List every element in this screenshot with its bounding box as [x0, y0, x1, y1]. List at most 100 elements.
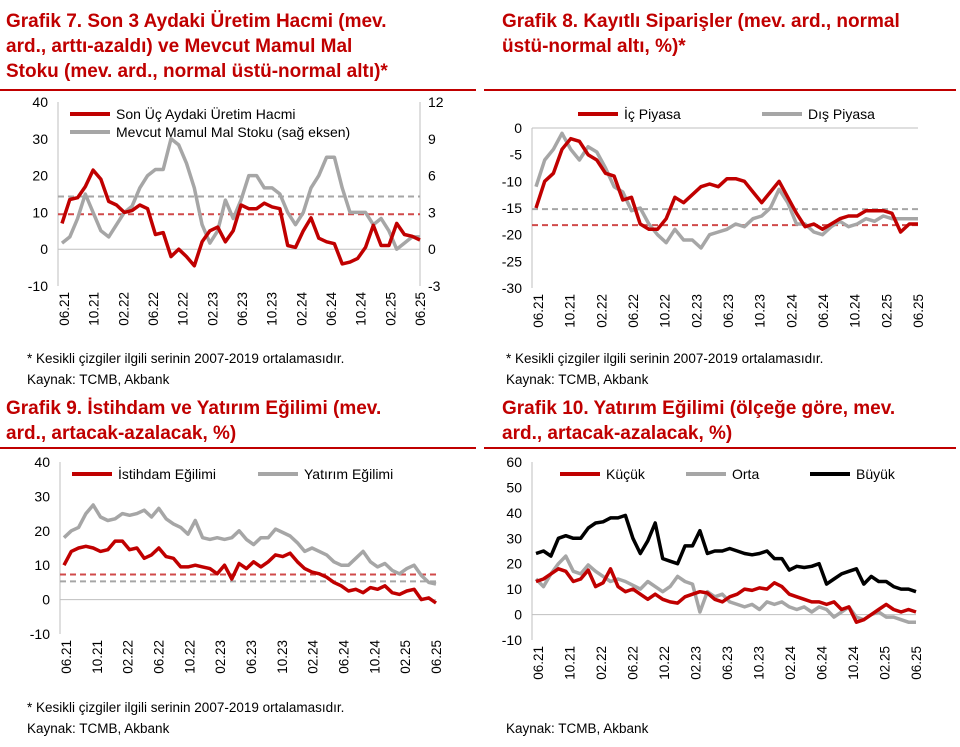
y-tick-label: 10 — [506, 581, 522, 597]
chart-title: Grafik 9. İstihdam ve Yatırım Eğilimi (m… — [6, 396, 381, 446]
title-line: Grafik 8. Kayıtlı Siparişler (mev. ard.,… — [502, 11, 900, 32]
y-tick-label: 30 — [506, 530, 522, 546]
x-tick-label: 06.23 — [720, 646, 735, 680]
series-line — [62, 503, 437, 586]
chart-source: Kaynak: TCMB, Akbank — [27, 372, 170, 387]
y-tick-label: -15 — [502, 200, 522, 216]
title-line: Grafik 10. Yatırım Eğilimi (ölçeğe göre,… — [502, 398, 896, 419]
chart-note: * Kesikli çizgiler ilgili serinin 2007-2… — [27, 700, 345, 715]
y-tick-label: 10 — [34, 557, 50, 573]
x-tick-label: 10.22 — [657, 646, 672, 680]
chart-area: -10 0 10 20 30 40 -3 0 3 6 9 12 06.21 10.21 02.22 06.22… — [28, 94, 444, 326]
chart-source: Kaynak: TCMB, Akbank — [506, 721, 649, 736]
title-rule — [0, 89, 476, 91]
chart-source: Kaynak: TCMB, Akbank — [506, 372, 649, 387]
y-tick-label: 30 — [34, 488, 50, 504]
y-tick-label: 20 — [506, 556, 522, 572]
x-tick-label: 02.25 — [879, 294, 894, 328]
x-tick-label: 10.21 — [563, 646, 578, 680]
legend-label: İç Piyasa — [624, 105, 681, 122]
y2-tick-label: -3 — [428, 278, 441, 294]
x-tick-label: 02.22 — [116, 292, 131, 326]
x-tick-label: 02.23 — [689, 294, 704, 328]
legend-label: İstihdam Eğilimi — [118, 465, 216, 482]
chart-area: -10 0 10 20 30 40 06.21 10.21 02.22 06.22 10.22 02.… — [30, 454, 444, 674]
x-tick-label: 06.25 — [429, 640, 444, 674]
series-line — [60, 168, 421, 268]
x-tick-label: 10.21 — [87, 292, 102, 326]
y-tick-label: -30 — [502, 280, 522, 296]
x-tick-label: 02.25 — [398, 640, 413, 674]
y-tick-label: -10 — [30, 626, 50, 642]
x-tick-label: 02.22 — [594, 646, 609, 680]
x-tick-label: 02.24 — [294, 292, 309, 326]
x-tick-label: 02.22 — [594, 294, 609, 328]
title-rule — [484, 447, 956, 449]
y2-tick-label: 6 — [428, 168, 436, 184]
legend-label: Mevcut Mamul Mal Stoku (sağ eksen) — [116, 124, 350, 140]
y-tick-label: 40 — [506, 505, 522, 521]
chart-title: Grafik 10. Yatırım Eğilimi (ölçeğe göre,… — [502, 396, 895, 446]
title-line: Grafik 7. Son 3 Aydaki Üretim Hacmi (mev… — [6, 11, 387, 32]
y-tick-label: -20 — [502, 227, 522, 243]
panel-grafik-8: Grafik 8. Kayıtlı Siparişler (mev. ard.,… — [480, 0, 960, 392]
x-tick-label: 10.24 — [848, 294, 863, 328]
y-tick-label: 0 — [514, 120, 522, 136]
x-tick-label: 06.21 — [531, 294, 546, 328]
title-line: Grafik 9. İstihdam ve Yatırım Eğilimi (m… — [6, 398, 382, 419]
x-tick-label: 02.24 — [784, 294, 799, 328]
y-tick-label: -5 — [510, 147, 523, 163]
chart-area: -10 0 10 20 30 40 50 60 06.21 10.21 02.22 06.22 10.2… — [502, 454, 924, 680]
x-tick-label: 10.22 — [658, 294, 673, 328]
x-tick-label: 06.24 — [337, 640, 352, 674]
legend-label: Orta — [732, 466, 759, 482]
x-tick-label: 06.21 — [57, 292, 72, 326]
x-tick-label: 10.23 — [265, 292, 280, 326]
x-tick-label: 06.25 — [413, 292, 428, 326]
x-tick-label: 10.21 — [90, 640, 105, 674]
series-line — [62, 539, 438, 605]
x-tick-label: 10.24 — [354, 292, 369, 326]
y-tick-label: 30 — [32, 131, 48, 147]
x-tick-label: 06.21 — [531, 646, 546, 680]
series-line — [60, 137, 420, 251]
title-rule — [484, 89, 956, 91]
y-tick-label: -10 — [28, 278, 48, 294]
panel-grafik-7: Grafik 7. Son 3 Aydaki Üretim Hacmi (mev… — [0, 0, 480, 392]
title-line: ard., arttı-azaldı) ve Mevcut Mamul Mal — [6, 36, 353, 57]
x-tick-label: 06.25 — [909, 646, 924, 680]
title-line: Stoku (mev. ard., normal üstü-normal alt… — [6, 61, 388, 82]
series-line — [535, 567, 917, 624]
y-tick-label: 60 — [506, 454, 522, 470]
x-tick-label: 06.21 — [59, 640, 74, 674]
series-line — [534, 136, 918, 234]
series-line — [535, 513, 917, 594]
title-rule — [0, 447, 476, 449]
y-tick-label: 40 — [32, 94, 48, 110]
x-tick-label: 06.22 — [626, 646, 641, 680]
chart-source: Kaynak: TCMB, Akbank — [27, 721, 170, 736]
x-tick-label: 02.24 — [783, 646, 798, 680]
x-tick-label: 06.24 — [815, 646, 830, 680]
y-tick-label: 0 — [40, 241, 48, 257]
x-tick-label: 06.24 — [816, 294, 831, 328]
x-tick-label: 06.23 — [244, 640, 259, 674]
y-tick-label: -10 — [502, 632, 522, 648]
y-tick-label: 0 — [42, 592, 50, 608]
x-tick-label: 10.21 — [563, 294, 578, 328]
x-tick-label: 02.23 — [205, 292, 220, 326]
y-tick-label: 40 — [34, 454, 50, 470]
series-line — [534, 554, 916, 624]
x-tick-label: 06.23 — [721, 294, 736, 328]
x-tick-label: 02.25 — [878, 646, 893, 680]
x-tick-label: 02.24 — [306, 640, 321, 674]
y2-tick-label: 9 — [428, 131, 436, 147]
y-tick-label: 50 — [506, 479, 522, 495]
legend-label: Yatırım Eğilimi — [304, 466, 393, 482]
x-tick-label: 10.23 — [753, 294, 768, 328]
x-tick-label: 02.22 — [121, 640, 136, 674]
x-tick-label: 06.22 — [152, 640, 167, 674]
legend-label: Son Üç Aydaki Üretim Hacmi — [116, 105, 295, 122]
x-tick-label: 10.22 — [176, 292, 191, 326]
x-tick-label: 06.24 — [324, 292, 339, 326]
